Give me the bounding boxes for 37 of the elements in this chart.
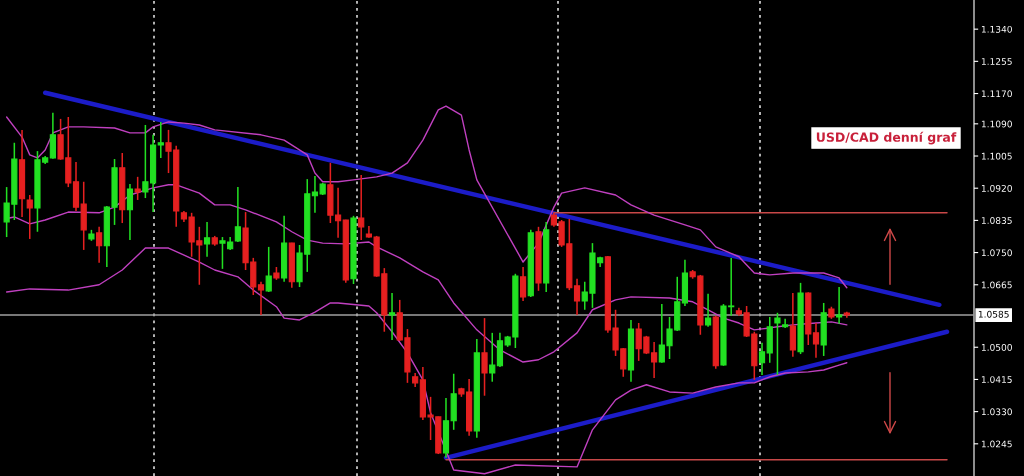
- candlestick: [388, 292, 396, 341]
- candlestick: [358, 174, 365, 241]
- candlestick: [96, 226, 103, 264]
- candlestick: [126, 183, 134, 241]
- y-tick-label: 1.0500: [981, 343, 1012, 351]
- ref-line-label: 1.0585: [978, 310, 1009, 318]
- candlestick: [789, 292, 796, 358]
- y-tick-label: 1.1255: [981, 58, 1012, 65]
- y-tick-label: 1.0920: [981, 184, 1012, 192]
- y-tick-label: 1.0415: [981, 376, 1012, 383]
- y-tick-label: 1.1090: [981, 120, 1012, 128]
- y-tick-label: 1.0750: [981, 249, 1012, 257]
- candlestick: [481, 317, 488, 397]
- candlestick: [203, 221, 211, 258]
- candlestick: [157, 121, 164, 159]
- candlestick: [704, 293, 712, 328]
- candlestick: [489, 332, 496, 383]
- candlestick: [134, 176, 141, 201]
- y-tick-label: 1.0665: [981, 281, 1012, 289]
- candlestick: [774, 312, 781, 376]
- annotation: USD/CAD denní graf: [816, 131, 957, 145]
- candlestick: [758, 341, 766, 376]
- candlestick: [265, 246, 272, 293]
- y-tick-label: 1.1340: [981, 25, 1012, 33]
- candlestick: [49, 112, 56, 160]
- candlestick: [257, 280, 265, 316]
- y-tick-label: 1.0330: [981, 408, 1012, 416]
- y-tick-label: 1.1005: [981, 152, 1012, 160]
- y-tick-label: 1.0835: [981, 217, 1012, 224]
- candlestick: [234, 186, 241, 243]
- candlestick: [26, 194, 33, 240]
- candlestick: [519, 266, 527, 302]
- y-tick-label: 1.0245: [981, 440, 1012, 448]
- candlestick: [836, 286, 843, 325]
- candlestick: [812, 322, 820, 359]
- y-tick-label: 1.1170: [981, 90, 1012, 98]
- line-series: [5, 247, 848, 475]
